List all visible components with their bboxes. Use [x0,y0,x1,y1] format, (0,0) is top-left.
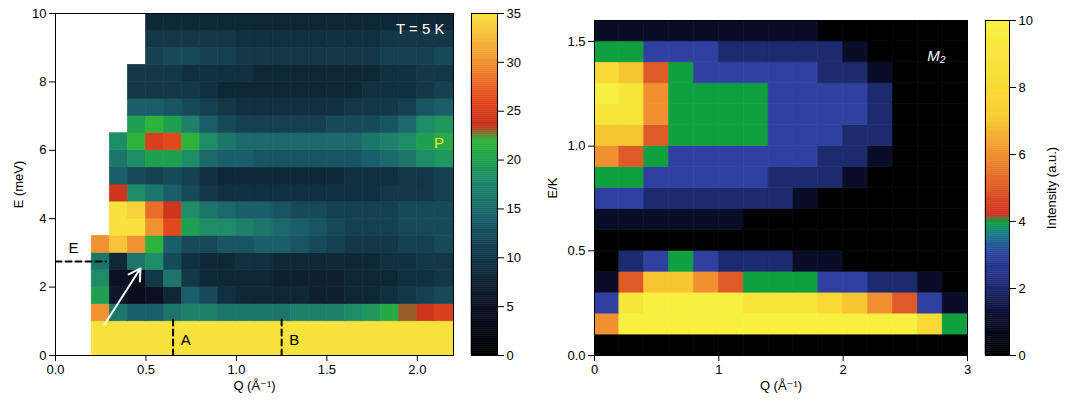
svg-text:Intensity (a.u.): Intensity (a.u.) [1044,147,1059,229]
svg-text:4: 4 [39,211,46,226]
svg-text:6: 6 [39,142,46,157]
svg-text:15: 15 [507,201,521,216]
svg-text:M₂: M₂ [927,47,945,64]
svg-text:20: 20 [507,152,521,167]
svg-text:10: 10 [507,250,521,265]
svg-text:6: 6 [1019,147,1026,162]
svg-text:8: 8 [39,74,46,89]
svg-text:25: 25 [507,103,521,118]
svg-text:E (meV): E (meV) [11,161,26,209]
svg-text:4: 4 [1019,214,1026,229]
svg-text:2.0: 2.0 [408,362,426,377]
svg-text:35: 35 [507,6,521,21]
svg-text:T = 5 K: T = 5 K [396,20,445,37]
svg-text:2: 2 [840,362,847,377]
svg-text:2: 2 [39,279,46,294]
svg-text:8: 8 [1019,80,1026,95]
svg-text:E/K: E/K [545,177,560,198]
svg-text:Q (Å⁻¹): Q (Å⁻¹) [760,378,802,393]
svg-text:0.5: 0.5 [137,362,155,377]
svg-text:1.5: 1.5 [567,34,585,49]
svg-text:P: P [434,134,444,151]
svg-text:0.5: 0.5 [567,243,585,258]
svg-text:1.0: 1.0 [227,362,245,377]
svg-text:1: 1 [715,362,722,377]
svg-text:3: 3 [964,362,971,377]
svg-text:10: 10 [32,6,46,21]
svg-text:5: 5 [507,299,514,314]
svg-text:E: E [69,239,79,256]
svg-text:Q (Å⁻¹): Q (Å⁻¹) [233,378,275,393]
svg-text:0: 0 [1019,348,1026,363]
svg-text:2: 2 [1019,281,1026,296]
svg-text:A: A [181,331,191,348]
svg-text:B: B [289,331,299,348]
svg-text:0: 0 [507,348,514,363]
svg-text:0.0: 0.0 [46,362,64,377]
svg-text:0: 0 [39,348,46,363]
svg-text:1.0: 1.0 [567,138,585,153]
svg-text:30: 30 [507,55,521,70]
svg-text:1.5: 1.5 [318,362,336,377]
svg-text:0.0: 0.0 [567,348,585,363]
svg-text:10: 10 [1019,13,1033,28]
svg-text:0: 0 [591,362,598,377]
